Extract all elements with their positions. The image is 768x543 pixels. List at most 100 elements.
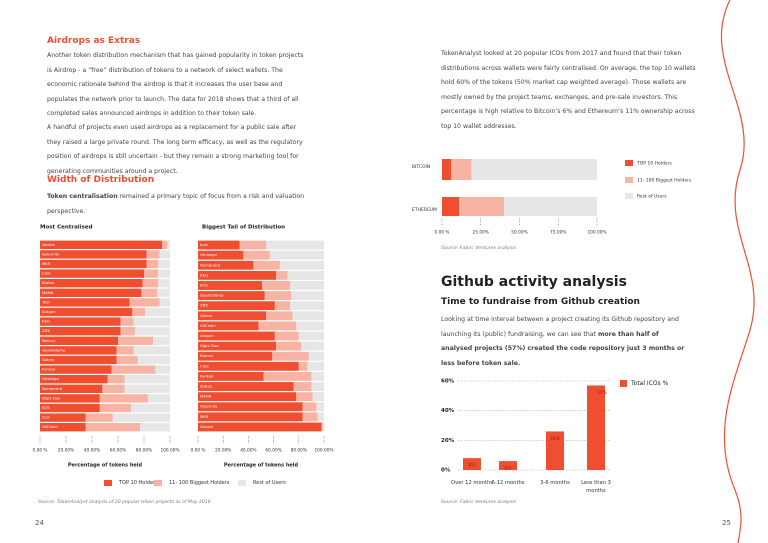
bold-text: more than half of analysed projects (57%… — [441, 330, 685, 367]
decoration — [720, 0, 755, 543]
bar-segment — [198, 311, 267, 321]
x-tick-label: 20.00% — [58, 448, 74, 454]
bar-segment — [40, 269, 144, 278]
category-label: REQ — [42, 319, 50, 324]
category-label: EOS — [200, 282, 208, 287]
bar-segment — [301, 341, 324, 351]
category-label: Gnosis — [200, 424, 213, 429]
category-label: Golem — [42, 357, 55, 362]
bar-segment — [266, 311, 293, 321]
source: Source: TokenAnalyst analysis of 20 popu… — [38, 500, 211, 505]
category-label: Icon — [200, 242, 209, 247]
bar-segment — [272, 351, 309, 361]
paragraph: Token centralisation remained a primary … — [47, 190, 309, 219]
bar-segment — [133, 317, 170, 326]
legend: TOP 10 Holders 11- 100 Biggest Holders Res… — [104, 480, 364, 490]
chart-title: Biggest Tail of Distribution — [202, 225, 285, 231]
x-tick-label: 0.00 % — [434, 230, 449, 236]
bar-segment — [40, 240, 163, 249]
bar-segment — [253, 260, 280, 270]
bar-segment — [40, 365, 112, 374]
bar-segment — [198, 301, 275, 311]
category-label: 6-12 months — [491, 480, 525, 486]
bar-segment — [141, 288, 157, 297]
bar-segment — [40, 384, 103, 393]
legend-swatch — [625, 160, 633, 166]
legend-swatch — [620, 380, 627, 387]
y-tick-label: 40% — [441, 408, 455, 414]
bar-segment — [124, 384, 170, 393]
category-label: Gnosis — [42, 242, 55, 247]
bar-segment — [274, 331, 299, 341]
category-label: Digix Dao — [200, 343, 219, 348]
bar-segment — [296, 321, 324, 331]
source: Source: Fabric Ventures analysis — [441, 500, 516, 505]
x-tick-label: 25.00% — [473, 230, 489, 236]
bold-text: Token centralisation — [47, 193, 118, 200]
bar-segment — [120, 317, 134, 326]
x-tick-label: 100.00% — [587, 230, 606, 236]
chart: 0% 20% 40% 60% 8% 6% 26% 57% Total ICOs % — [441, 379, 669, 474]
bar-segment — [198, 371, 264, 381]
bar-segment — [471, 159, 597, 180]
bar-segment — [198, 382, 294, 391]
category-label: Quantstamp — [42, 347, 66, 352]
bar-segment — [131, 403, 170, 413]
bar-segment — [198, 270, 277, 280]
bar — [587, 385, 605, 470]
bar-segment — [146, 259, 159, 269]
bar-segment — [102, 384, 125, 393]
category-label: MANA — [200, 394, 212, 399]
category-label: Omisego — [42, 376, 59, 381]
bar-segment — [198, 240, 240, 250]
bar-segment — [287, 270, 324, 280]
bar-segment — [258, 321, 297, 331]
bar-segment — [40, 288, 142, 297]
category-label: Quantstamp — [200, 293, 224, 298]
chart: Most Centralised Gnosis Aeternity MKR Civic S… — [32, 225, 179, 469]
bar-segment — [140, 423, 170, 432]
bar-segment — [145, 307, 170, 317]
category-label: Bancor — [42, 338, 56, 343]
bar-segment — [147, 394, 170, 403]
decorative-curve — [720, 0, 755, 543]
bar-segment — [298, 331, 324, 341]
bar-segment — [40, 394, 100, 403]
bar-segment — [239, 240, 267, 250]
bar-segment — [129, 298, 160, 307]
bar-segment — [116, 346, 134, 355]
bar — [463, 458, 481, 470]
category-label: REQ — [200, 272, 208, 277]
legend-label: TOP 10 Holders — [636, 161, 672, 167]
x-tick-label: 20.00% — [215, 448, 231, 454]
bar-segment — [40, 250, 147, 259]
bar-segment — [167, 240, 170, 249]
source: Source: Fabric Ventures analysis — [441, 246, 516, 251]
bar-segment — [155, 365, 170, 374]
bar-segment — [158, 269, 170, 278]
category-label: 3-6 months — [540, 480, 570, 486]
bar — [499, 461, 517, 470]
legend-swatch — [238, 480, 246, 486]
category-label: Numeraire — [200, 262, 221, 267]
category-label: ZRX — [200, 303, 208, 308]
category-label: Aeternity — [200, 404, 218, 409]
bar-segment — [40, 317, 121, 326]
category-label: EOS — [42, 405, 50, 410]
category-label: Numeraire — [42, 386, 63, 391]
paragraph: Looking at time interval between a proje… — [441, 313, 691, 371]
bar-segment — [198, 260, 254, 270]
category-label: BITCOIN — [412, 164, 430, 170]
bar-segment — [40, 279, 143, 288]
y-tick-label: 20% — [441, 438, 455, 444]
bar-segment — [274, 301, 290, 311]
y-tick-label: 0% — [441, 468, 451, 474]
y-tick-label: 60% — [441, 379, 455, 385]
legend-item: Rest of Users — [238, 480, 286, 486]
category-label: Aragon — [200, 333, 214, 338]
bar-segment — [162, 240, 168, 249]
bar-segment — [263, 371, 312, 381]
category-label: VXChain — [42, 424, 58, 429]
category-label: Less than 3 months — [581, 480, 611, 494]
bar-segment — [99, 403, 131, 413]
